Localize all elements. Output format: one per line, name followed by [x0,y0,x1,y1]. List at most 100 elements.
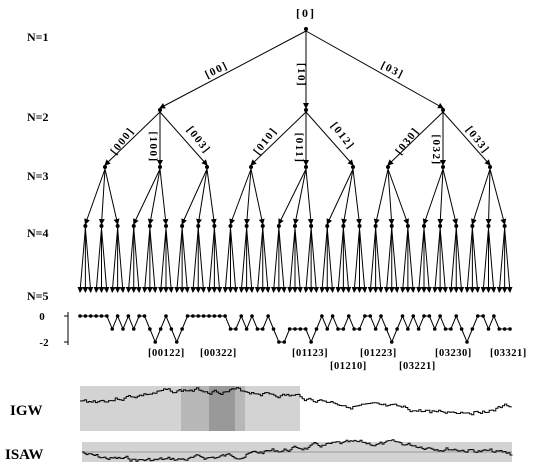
height-profile-point [406,327,410,331]
height-profile-point [314,327,319,331]
tree-edge [423,227,432,293]
tree-node [196,224,201,228]
height-profile-point [212,314,217,318]
tree-node [389,224,394,228]
height-profile-point [180,327,184,331]
height-tick-minus2: -2 [39,337,49,349]
tree-edge [101,227,110,293]
height-profile-point [201,314,206,318]
tree-node [260,224,265,228]
height-profile-point [395,327,399,331]
root-label: [0] [296,6,316,20]
isaw-label: ISAW [5,447,43,463]
height-profile-point [121,327,125,331]
tree-edge [158,227,167,293]
tree-edge [442,111,491,166]
tree-edge [471,168,491,225]
height-profile-point [320,314,324,318]
tree-node [438,224,443,228]
tree-node [441,165,445,169]
tree-node [405,224,410,228]
tree-edge [294,227,303,293]
height-profile-point [105,314,109,318]
tree-edge [375,227,384,293]
height-profile-point [250,314,254,318]
tree-edge [293,168,307,225]
profile-label-03221: [03221] [399,361,436,372]
level-label-n2: N=2 [27,110,49,124]
tree-edge [206,227,215,293]
height-profile-point [260,327,265,331]
height-profile-point [148,327,152,331]
tree-node [486,224,491,228]
height-profile-point [164,314,168,318]
tree-edge [77,227,86,293]
tree-edge [367,227,377,293]
edge-label-012: [012] [328,120,357,152]
tree-edge [422,168,444,225]
tree-edge [305,30,444,109]
tree-edge [125,227,135,293]
tree-edge [229,168,252,225]
height-profile-point [196,314,201,318]
tree-node [488,165,492,169]
profile-label-00322: [00322] [200,348,237,359]
height-profile-point [363,314,367,318]
height-profile-point [470,327,475,331]
edge-label-03: [03] [379,60,406,81]
height-profile-point [287,327,292,331]
height-profile-point [336,327,340,331]
tree-node [276,224,281,228]
tree-node [99,224,104,228]
height-profile-point [379,314,383,318]
height-profile-point [432,327,437,331]
tree-edge [335,227,344,293]
height-profile-point [309,340,313,344]
level-label-n3: N=3 [27,169,49,183]
tree-edge [133,227,142,293]
tree-edge [244,168,252,225]
tree-edge [341,168,354,225]
height-profile-point [298,327,303,331]
height-profile-point [502,327,507,331]
tree-edge [442,168,458,225]
tree-edge [230,227,239,293]
tree-node [115,224,120,228]
height-profile-point [142,314,147,318]
tree-node [131,224,136,228]
height-profile-point [137,314,141,318]
height-profile-point [481,314,485,318]
tree-node [147,224,152,228]
tree-node [422,224,426,228]
tree-edge [387,168,395,225]
tree-edge [250,111,307,166]
tree-node [228,224,233,228]
height-profile-point [88,314,93,318]
edge-label-032: [032] [430,134,442,165]
height-profile-point [255,327,260,331]
tree-edge [270,227,280,293]
tree-node [304,108,308,112]
tree-node [158,108,162,112]
tree-edge [278,227,287,293]
height-profile-point [126,314,131,318]
tree-edge [181,168,208,225]
tree-edges [77,30,513,293]
tree-edge [174,227,183,293]
tree-edge [387,168,409,225]
height-profile-point [78,314,82,318]
tree-node [304,165,308,169]
tree-node [341,224,346,228]
height-profile-point [486,327,491,331]
isaw-panel: ISAW [5,439,513,463]
height-profile-point [352,327,356,331]
tree-edge [352,168,362,225]
height-profile-point [384,327,389,331]
igw-label: IGW [10,403,43,419]
tree-edge [407,227,416,293]
height-profile-point [465,340,469,344]
tree-node [325,224,330,228]
height-profile-point [325,327,330,331]
tree-node [158,165,162,169]
tree-edge [485,168,492,225]
